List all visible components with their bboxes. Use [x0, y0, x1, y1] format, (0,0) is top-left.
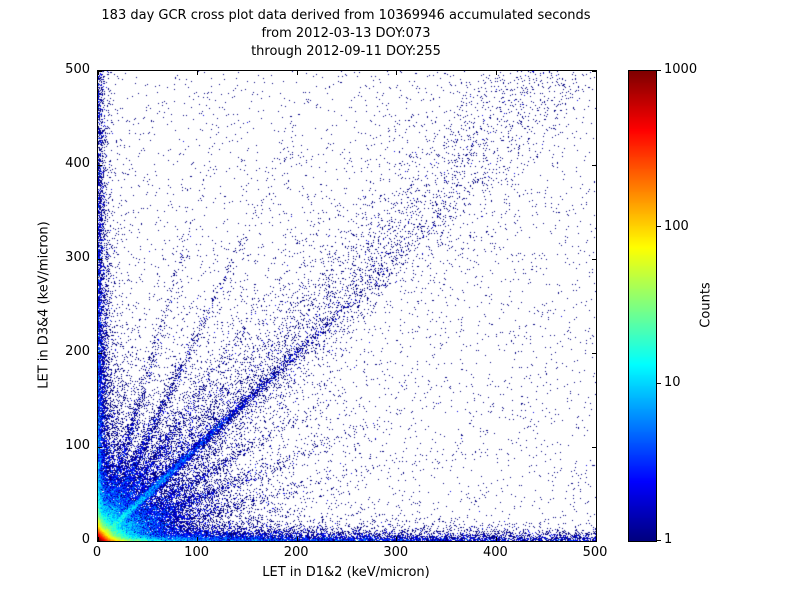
y-tick-mark: [98, 258, 102, 260]
x-tick-mark: [495, 71, 497, 75]
x-tick-mark: [495, 537, 497, 541]
x-tick-mark: [197, 537, 199, 541]
chart-title-line-3: through 2012-09-11 DOY:255: [251, 44, 441, 60]
y-tick-label: 300: [65, 250, 90, 265]
x-tick-label: 300: [383, 545, 409, 560]
colorbar-tick-label: 10: [664, 375, 681, 391]
colorbar-tick-mark: [657, 382, 661, 384]
colorbar-tick-label: 1000: [664, 62, 698, 77]
x-tick-label: 100: [184, 545, 209, 560]
x-tick-mark: [595, 537, 597, 541]
colorbar-tick-label: 1: [664, 532, 673, 547]
x-tick-mark: [396, 71, 398, 75]
colorbar: [628, 70, 657, 542]
x-tick-mark: [396, 537, 398, 541]
colorbar-label: Counts: [698, 282, 714, 328]
y-tick-mark: [98, 446, 102, 448]
colorbar-tick-mark: [657, 539, 661, 541]
x-tick-mark: [296, 537, 298, 541]
x-tick-label: 0: [92, 545, 102, 560]
y-tick-label: 0: [81, 532, 90, 547]
y-axis-label: LET in D3&4 (keV/micron): [36, 221, 52, 389]
x-tick-mark: [595, 71, 597, 75]
chart-title-line-2: from 2012-03-13 DOY:073: [261, 26, 431, 42]
colorbar-tick-mark: [657, 226, 661, 228]
y-tick-label: 400: [65, 156, 90, 171]
x-axis-label: LET in D1&2 (keV/micron): [262, 565, 430, 580]
x-tick-label: 500: [582, 545, 608, 560]
x-tick-label: 400: [482, 545, 508, 560]
y-tick-mark: [592, 540, 596, 542]
scatter-canvas: [98, 71, 596, 541]
colorbar-tick-mark: [657, 69, 661, 71]
y-tick-mark: [592, 164, 596, 166]
y-tick-mark: [592, 70, 596, 72]
x-tick-mark: [97, 71, 99, 75]
x-tick-mark: [97, 537, 99, 541]
y-tick-mark: [98, 540, 102, 542]
chart-title-line-1: 183 day GCR cross plot data derived from…: [101, 8, 591, 23]
y-tick-mark: [98, 164, 102, 166]
x-tick-mark: [296, 71, 298, 75]
y-tick-mark: [98, 70, 102, 72]
colorbar-tick-label: 100: [664, 218, 689, 234]
y-tick-label: 100: [65, 438, 90, 453]
x-tick-label: 200: [283, 545, 309, 560]
y-tick-mark: [98, 352, 102, 354]
y-tick-mark: [592, 258, 596, 260]
y-tick-label: 500: [65, 62, 90, 77]
plot-area: [97, 70, 597, 542]
y-tick-mark: [592, 352, 596, 354]
colorbar-canvas: [629, 71, 656, 541]
y-tick-label: 200: [65, 344, 90, 359]
x-tick-mark: [197, 71, 199, 75]
chart-title: 183 day GCR cross plot data derived from…: [97, 7, 595, 62]
y-tick-mark: [592, 446, 596, 448]
